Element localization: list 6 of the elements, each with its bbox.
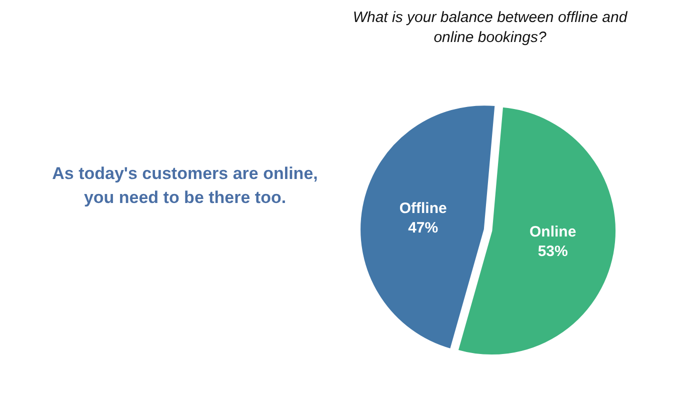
text: As today's customers are online, you need to be there too. — [51, 163, 319, 209]
data-label: 53% — [538, 243, 568, 260]
data-label: 47% — [408, 219, 438, 236]
slice-label: Online — [529, 224, 576, 241]
slice-label: Offline — [399, 200, 447, 217]
chart-title: What is your balance between offline and online bookings? — [352, 8, 628, 48]
